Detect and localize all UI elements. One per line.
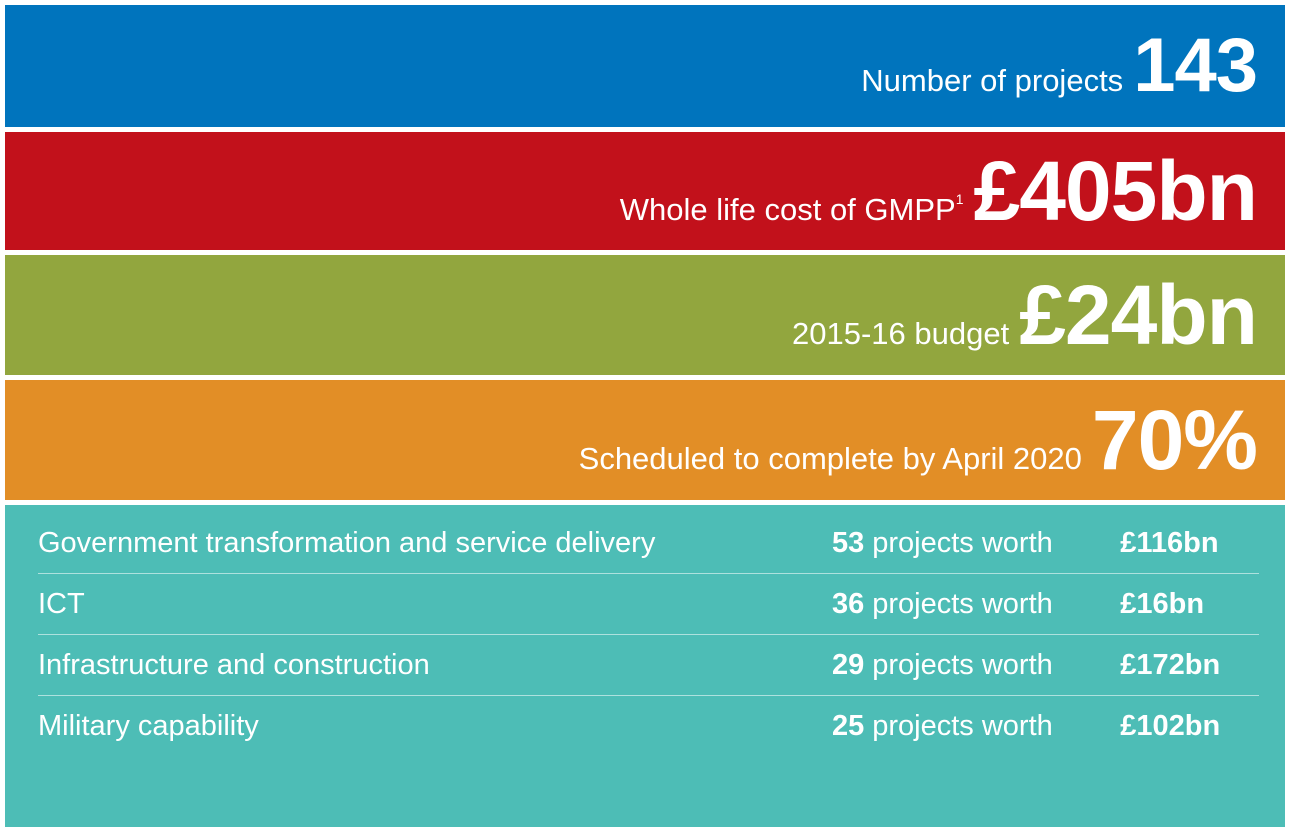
category-value: £172bn	[1120, 648, 1221, 681]
category-name: Military capability	[38, 709, 259, 742]
banner-value: £405bn	[973, 144, 1258, 238]
project-count: 29	[832, 648, 865, 681]
banner-value: 143	[1133, 23, 1258, 108]
banner: Whole life cost of GMPP1 £405bn	[5, 132, 1285, 250]
category-value: £16bn	[1120, 587, 1205, 620]
project-count: 53	[832, 526, 865, 559]
banner-label: Scheduled to complete by April 2020	[579, 441, 1082, 477]
banner-label: Whole life cost of GMPP1	[620, 191, 964, 228]
project-count: 36	[832, 587, 865, 620]
footnote-mark: 1	[955, 191, 964, 207]
category-row: Military capability 25 projects worth £102b…	[38, 696, 1259, 756]
category-row: Infrastructure and construction 29 project…	[38, 635, 1259, 696]
infographic: Number of projects 143 Whole life cost of …	[5, 5, 1285, 827]
category-row: Government transformation and service de…	[38, 513, 1259, 574]
count-unit: projects worth	[872, 709, 1053, 742]
category-name: Infrastructure and construction	[38, 648, 430, 681]
project-count: 25	[832, 709, 865, 742]
banner-label-text: 2015-16 budget	[792, 316, 1010, 351]
banner-label: 2015-16 budget	[792, 316, 1009, 352]
banner-label-text: Number of projects	[861, 63, 1124, 98]
count-unit: projects worth	[872, 526, 1053, 559]
category-row: ICT 36 projects worth £16bn	[38, 574, 1259, 635]
count-unit: projects worth	[872, 587, 1053, 620]
category-name: ICT	[38, 587, 85, 620]
banner: Scheduled to complete by April 2020 70%	[5, 380, 1285, 500]
banner: 2015-16 budget £24bn	[5, 255, 1285, 375]
category-table: Government transformation and service de…	[5, 505, 1285, 827]
category-value: £116bn	[1120, 526, 1219, 559]
count-unit: projects worth	[872, 648, 1053, 681]
category-name: Government transformation and service de…	[38, 526, 656, 559]
banner-value: 70%	[1091, 393, 1258, 487]
category-value: £102bn	[1120, 709, 1221, 742]
banner: Number of projects 143	[5, 5, 1285, 127]
banner-label-text: Whole life cost of GMPP	[619, 192, 956, 227]
banner-value: £24bn	[1019, 268, 1258, 362]
banner-label: Number of projects	[861, 63, 1123, 99]
banner-label-text: Scheduled to complete by April 2020	[578, 441, 1082, 476]
